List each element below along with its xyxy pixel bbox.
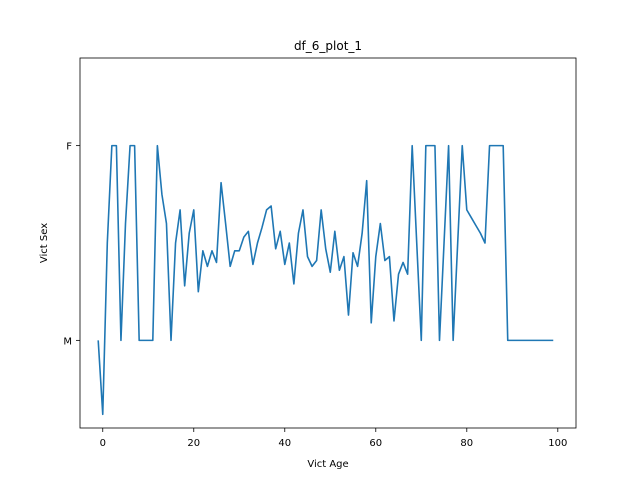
- y-tick-label: F: [66, 142, 72, 153]
- series-line: [97, 144, 554, 416]
- x-tick-label: 0: [100, 438, 106, 449]
- x-tick-label: 40: [278, 438, 291, 449]
- x-tick-label: 60: [369, 438, 382, 449]
- x-tick-label: 20: [187, 438, 200, 449]
- y-tick-label: M: [63, 336, 72, 347]
- x-axis-ticks: 0 20 40 60 80 100: [100, 428, 567, 449]
- y-axis-label: Vict Sex: [39, 223, 50, 263]
- x-axis-label: Vict Age: [307, 459, 348, 470]
- x-tick-label: 100: [548, 438, 567, 449]
- y-axis-ticks: MF: [63, 142, 80, 347]
- x-tick-label: 80: [460, 438, 473, 449]
- chart-title: df_6_plot_1: [294, 39, 362, 53]
- plot-area: [97, 144, 554, 416]
- axes-frame: [79, 57, 577, 429]
